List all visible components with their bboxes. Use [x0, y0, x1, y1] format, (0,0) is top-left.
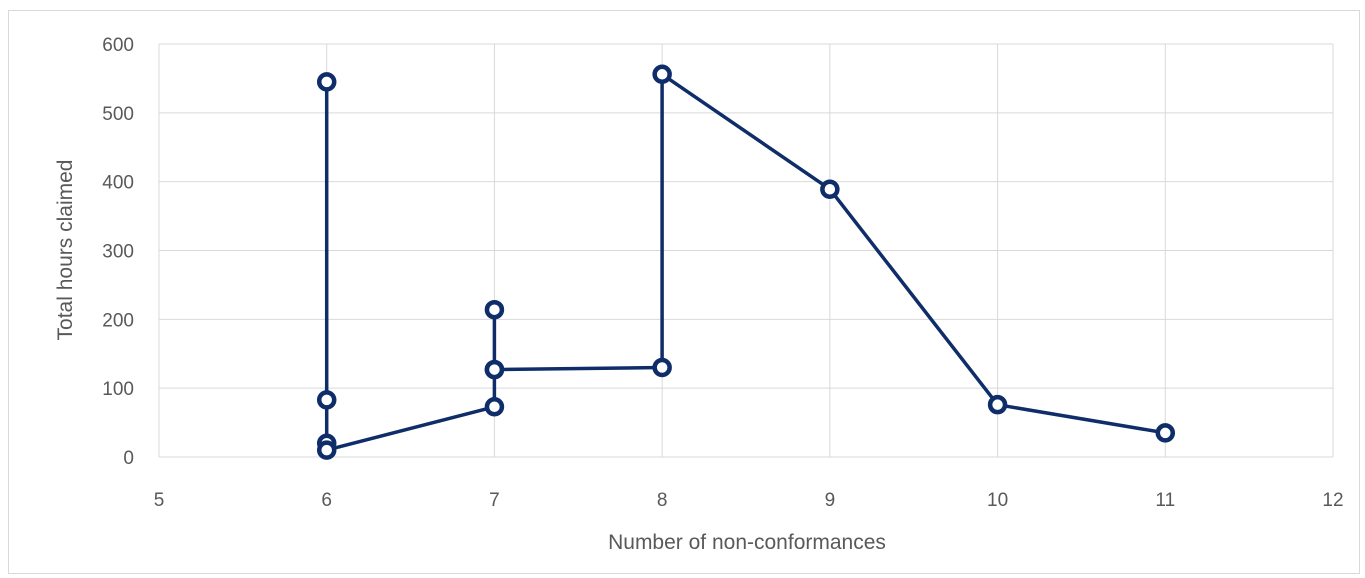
chart-frame: [8, 10, 1360, 574]
x-tick-label: 9: [825, 490, 836, 511]
y-tick-label: 0: [123, 448, 134, 469]
data-point: [316, 72, 337, 92]
series-layer: [316, 64, 1176, 460]
data-point: [316, 390, 337, 410]
grid-layer: [158, 43, 1334, 458]
data-point: [1155, 423, 1176, 443]
x-tick-label: 5: [154, 490, 165, 511]
data-point: [987, 394, 1008, 415]
series-line: [324, 72, 1166, 452]
y-tick-label: 100: [102, 379, 134, 400]
tick-layer: 5 6 7 8 9 10 11 12 0 100 200 300 400 500 600: [102, 35, 1343, 511]
data-point: [484, 397, 505, 417]
y-tick-label: 300: [102, 242, 134, 263]
data-point: [484, 299, 505, 320]
data-point: [484, 359, 505, 380]
data-point: [316, 440, 337, 460]
data-point: [652, 357, 672, 378]
x-tick-label: 6: [321, 490, 332, 511]
y-tick-label: 400: [102, 173, 134, 194]
y-tick-label: 200: [102, 310, 134, 331]
x-tick-label: 8: [657, 490, 668, 511]
y-axis-title: Total hours claimed: [54, 160, 77, 341]
data-point: [652, 64, 672, 85]
x-tick-label: 7: [489, 490, 500, 511]
y-tick-label: 500: [102, 104, 134, 125]
x-tick-label: 12: [1322, 490, 1343, 511]
data-point: [820, 179, 840, 199]
x-tick-label: 11: [1155, 490, 1175, 511]
y-tick-label: 600: [102, 35, 134, 56]
x-tick-label: 10: [987, 490, 1008, 511]
x-axis-title: Number of non-conformances: [608, 531, 886, 554]
